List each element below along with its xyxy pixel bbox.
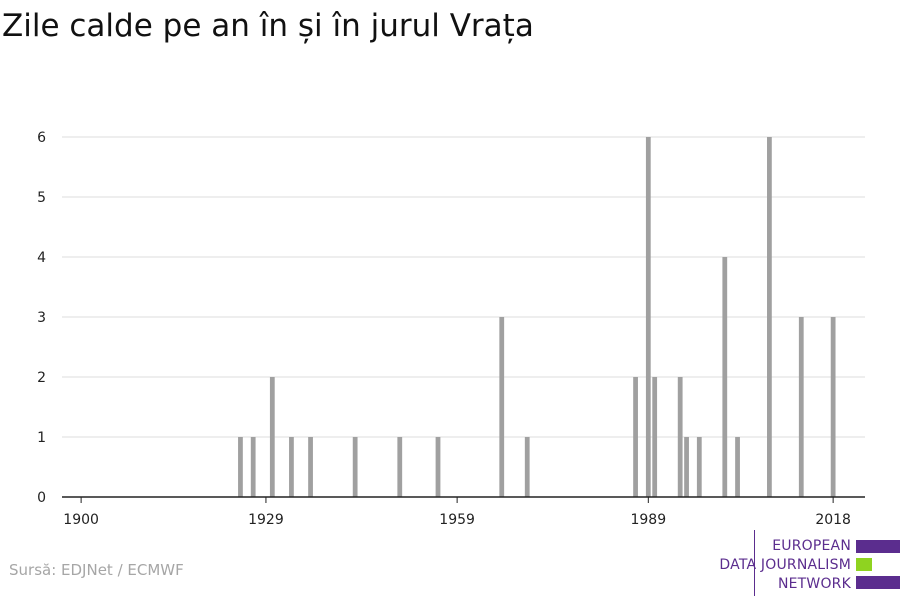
y-tick-label: 0	[37, 490, 46, 506]
bar	[352, 437, 358, 497]
bar	[269, 377, 275, 497]
bar	[652, 377, 658, 497]
source-note: Sursă: EDJNet / ECMWF	[9, 561, 184, 579]
bar	[645, 137, 651, 497]
x-tick-label: 1900	[63, 512, 99, 528]
y-tick-label: 2	[37, 370, 46, 386]
x-tick-label: 1959	[439, 512, 475, 528]
bar	[238, 437, 243, 497]
bar	[308, 437, 313, 497]
edjnet-logo: EUROPEAN DATA JOURNALISM NETWORK	[690, 530, 900, 600]
bar	[735, 437, 740, 497]
bar	[633, 377, 638, 497]
bar	[250, 437, 256, 497]
logo-line-1: EUROPEAN	[772, 538, 851, 554]
bar	[289, 437, 294, 497]
y-tick-label: 1	[37, 430, 46, 446]
x-tick-label: 2018	[815, 512, 851, 528]
bar	[696, 437, 702, 497]
logo-bar-middle	[856, 558, 872, 571]
chart-title: Zile calde pe an în și în jurul Vrața	[2, 8, 534, 44]
y-tick-label: 4	[37, 250, 46, 266]
logo-bar-bottom	[856, 576, 900, 589]
bar	[767, 137, 772, 497]
logo-text: EUROPEAN DATA JOURNALISM NETWORK	[719, 537, 851, 594]
bar	[397, 437, 403, 497]
bar	[684, 437, 689, 497]
y-tick-label: 3	[37, 310, 46, 326]
x-axis: 1900 1929 1959 1989 2018	[62, 496, 865, 528]
bar	[524, 437, 530, 497]
bar	[499, 317, 505, 497]
logo-bar-top	[856, 540, 900, 553]
logo-line-2: DATA JOURNALISM	[719, 557, 851, 573]
y-tick-label: 6	[37, 130, 46, 146]
logo-line-3: NETWORK	[777, 576, 851, 592]
y-axis-ticks: 0 1 2 3 4 5 6	[37, 130, 46, 506]
x-tick-label: 1989	[630, 512, 666, 528]
y-tick-label: 5	[37, 190, 46, 206]
bar	[677, 377, 683, 497]
logo-divider	[754, 530, 755, 596]
gridlines	[62, 136, 865, 438]
bar	[722, 257, 728, 497]
bars	[238, 137, 836, 497]
bar	[830, 317, 836, 497]
bar	[435, 437, 441, 497]
bar	[798, 317, 804, 497]
x-tick-label: 1929	[248, 512, 284, 528]
